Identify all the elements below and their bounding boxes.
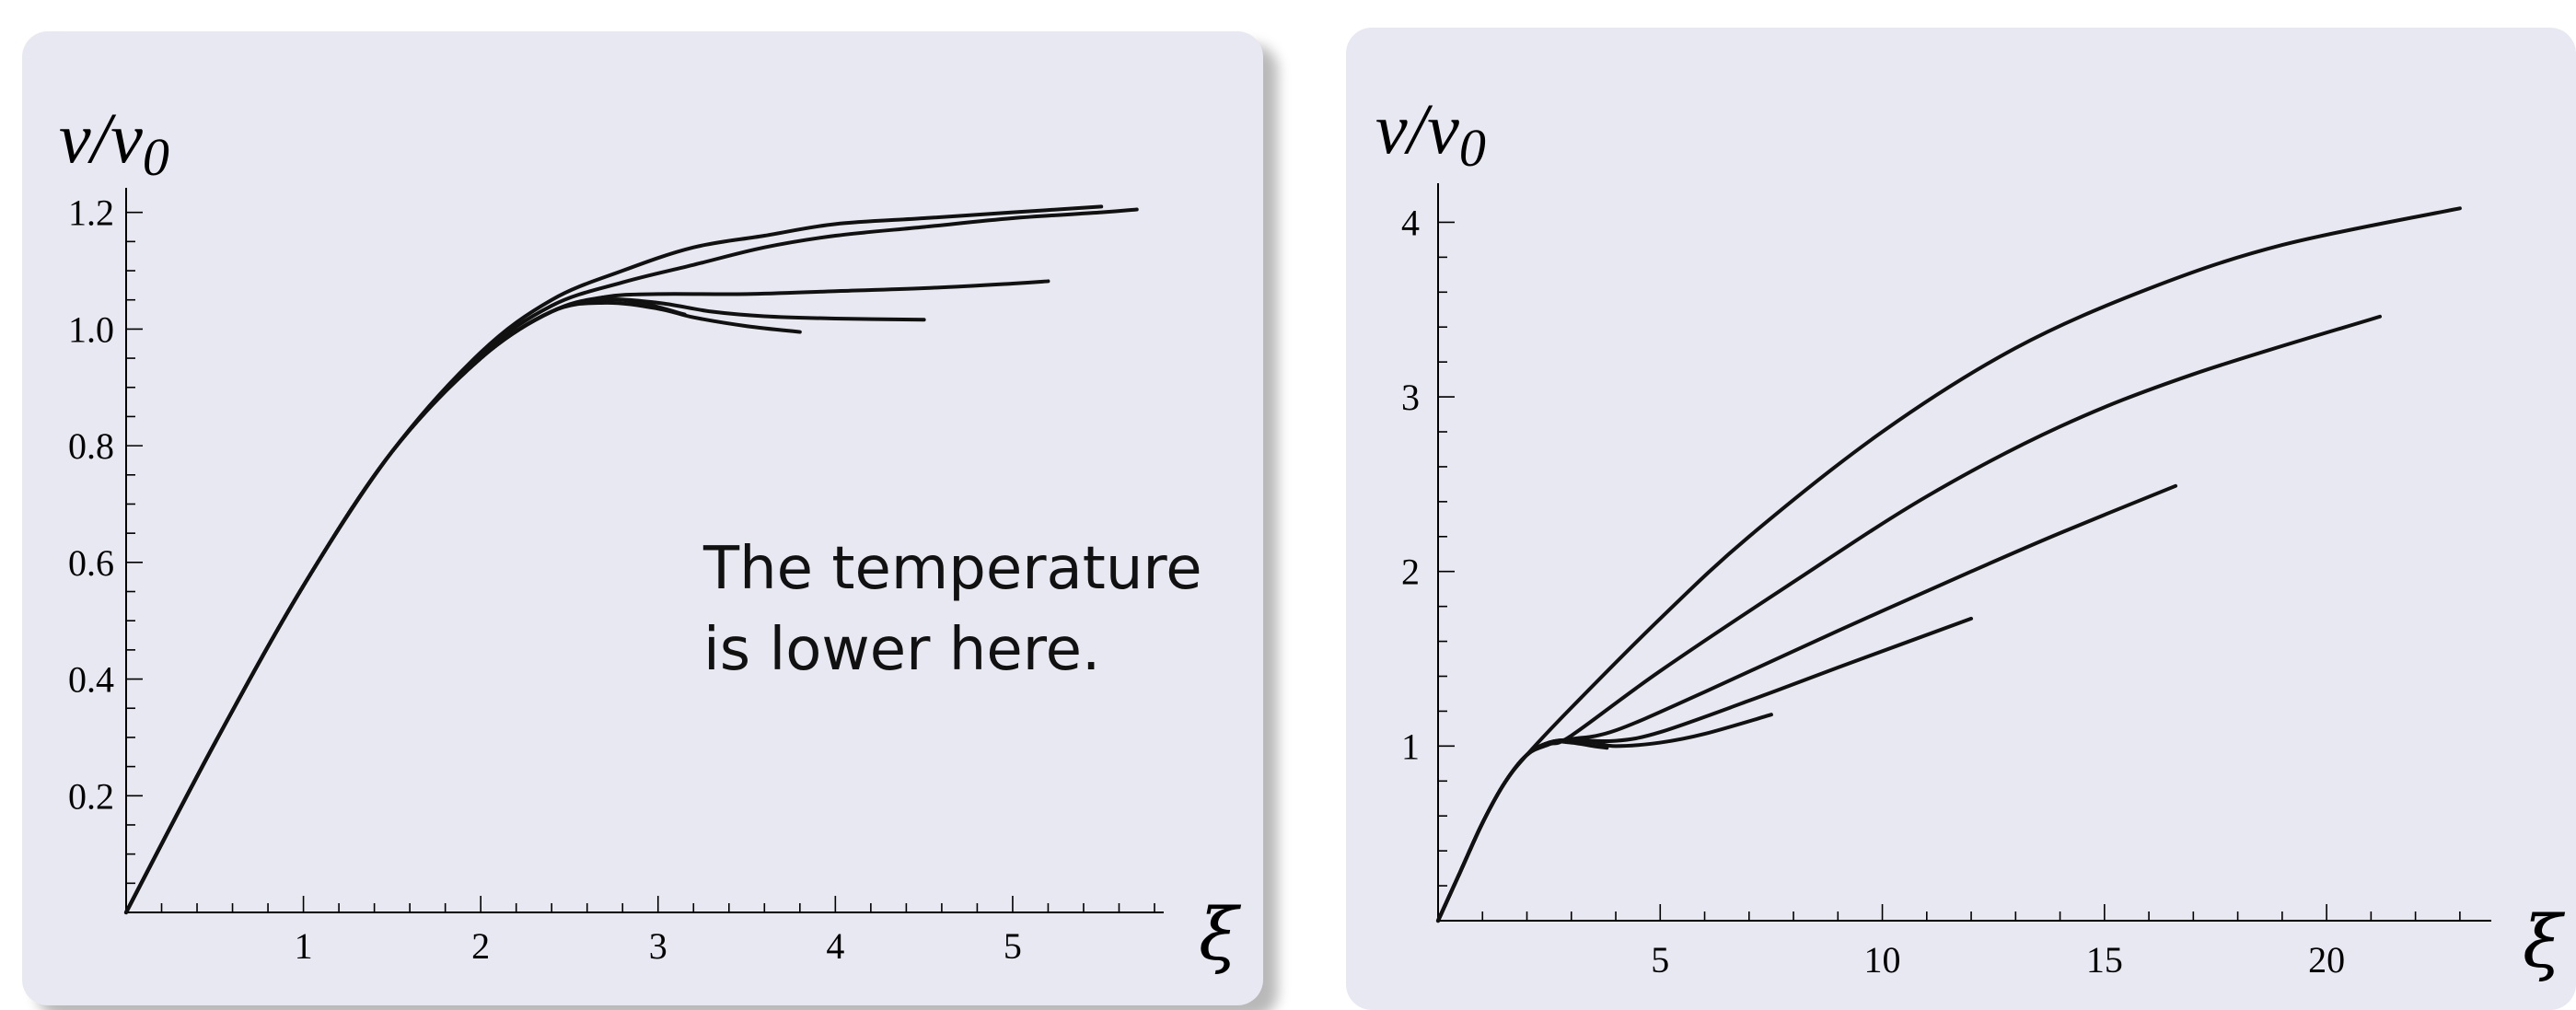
series-curve-6 <box>1436 739 1609 923</box>
y-tick-label: 4 <box>1401 202 1420 243</box>
series-curve-3 <box>1436 483 2178 923</box>
y-axis-label: v/v0 <box>59 98 169 187</box>
y-tick-label: 0.4 <box>68 659 114 701</box>
series-curve-6 <box>124 297 687 914</box>
y-tick-label: 1.0 <box>68 308 114 350</box>
series-curve-4 <box>1436 616 1974 923</box>
y-tick-label: 0.2 <box>68 775 114 817</box>
y-tick-label: 0.6 <box>68 542 114 584</box>
x-tick-label: 2 <box>471 925 490 967</box>
temperature-annotation: The temperature is lower here. <box>703 528 1256 691</box>
left-chart: 1 2 3 4 5 0.2 0.4 0.6 0.8 1.0 1.2 v/v0 ξ <box>59 98 1242 977</box>
x-axis-label: ξ <box>2523 901 2566 984</box>
left-chart-panel: 1 2 3 4 5 0.2 0.4 0.6 0.8 1.0 1.2 v/v0 ξ The tempera… <box>22 31 1263 1005</box>
y-tick-label: 3 <box>1401 377 1420 418</box>
x-tick-label: 15 <box>2086 939 2123 981</box>
y-axis-label-subscript: 0 <box>143 127 169 187</box>
x-tick-label: 5 <box>1004 925 1022 967</box>
y-axis-label: v/v0 <box>1375 88 1486 178</box>
y-tick-label: 1.2 <box>68 192 114 234</box>
y-axis-label-subscript: 0 <box>1459 118 1486 178</box>
y-tick-label: 2 <box>1401 551 1420 593</box>
x-tick-label: 3 <box>649 925 667 967</box>
series-curve-1 <box>1436 206 2462 923</box>
x-axis-label: ξ <box>1199 894 1242 977</box>
series-curve-2 <box>1436 314 2383 923</box>
annotation-line-1: The temperature <box>703 535 1202 603</box>
series-curve-5 <box>124 300 802 914</box>
annotation-line-2: is lower here. <box>703 616 1101 684</box>
series-curve-5 <box>1436 713 1773 923</box>
x-tick-label: 1 <box>295 925 313 967</box>
x-tick-label: 20 <box>2308 939 2345 981</box>
right-chart-panel: 5 10 15 20 1 2 3 4 v/v0 ξ <box>1346 28 2576 1010</box>
x-tick-label: 4 <box>826 925 844 967</box>
y-tick-label: 0.8 <box>68 425 114 467</box>
right-chart: 5 10 15 20 1 2 3 4 v/v0 ξ <box>1375 88 2566 984</box>
x-tick-label: 10 <box>1864 939 1901 981</box>
x-tick-label: 5 <box>1651 939 1669 981</box>
y-tick-label: 1 <box>1401 726 1420 767</box>
